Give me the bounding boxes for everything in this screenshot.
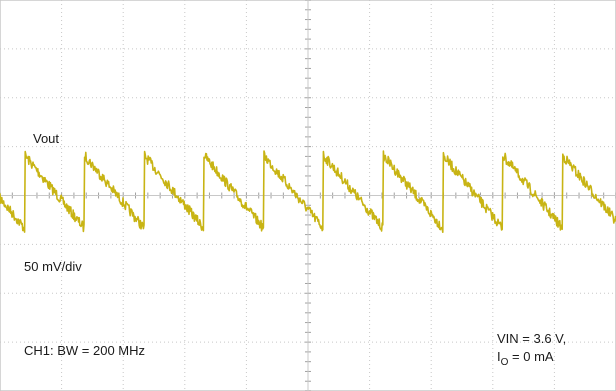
current-subscript: O: [501, 357, 509, 368]
vout-trace: [0, 150, 616, 233]
output-current-label: IO = 0 mA: [497, 349, 554, 368]
current-symbol: I: [497, 349, 501, 364]
vertical-scale-label: 50 mV/div: [24, 259, 82, 274]
input-voltage-label: VIN = 3.6 V,: [497, 331, 566, 346]
channel-bandwidth-label: CH1: BW = 200 MHz: [24, 343, 145, 358]
trace-label: Vout: [33, 131, 59, 146]
current-value: = 0 mA: [508, 349, 553, 364]
